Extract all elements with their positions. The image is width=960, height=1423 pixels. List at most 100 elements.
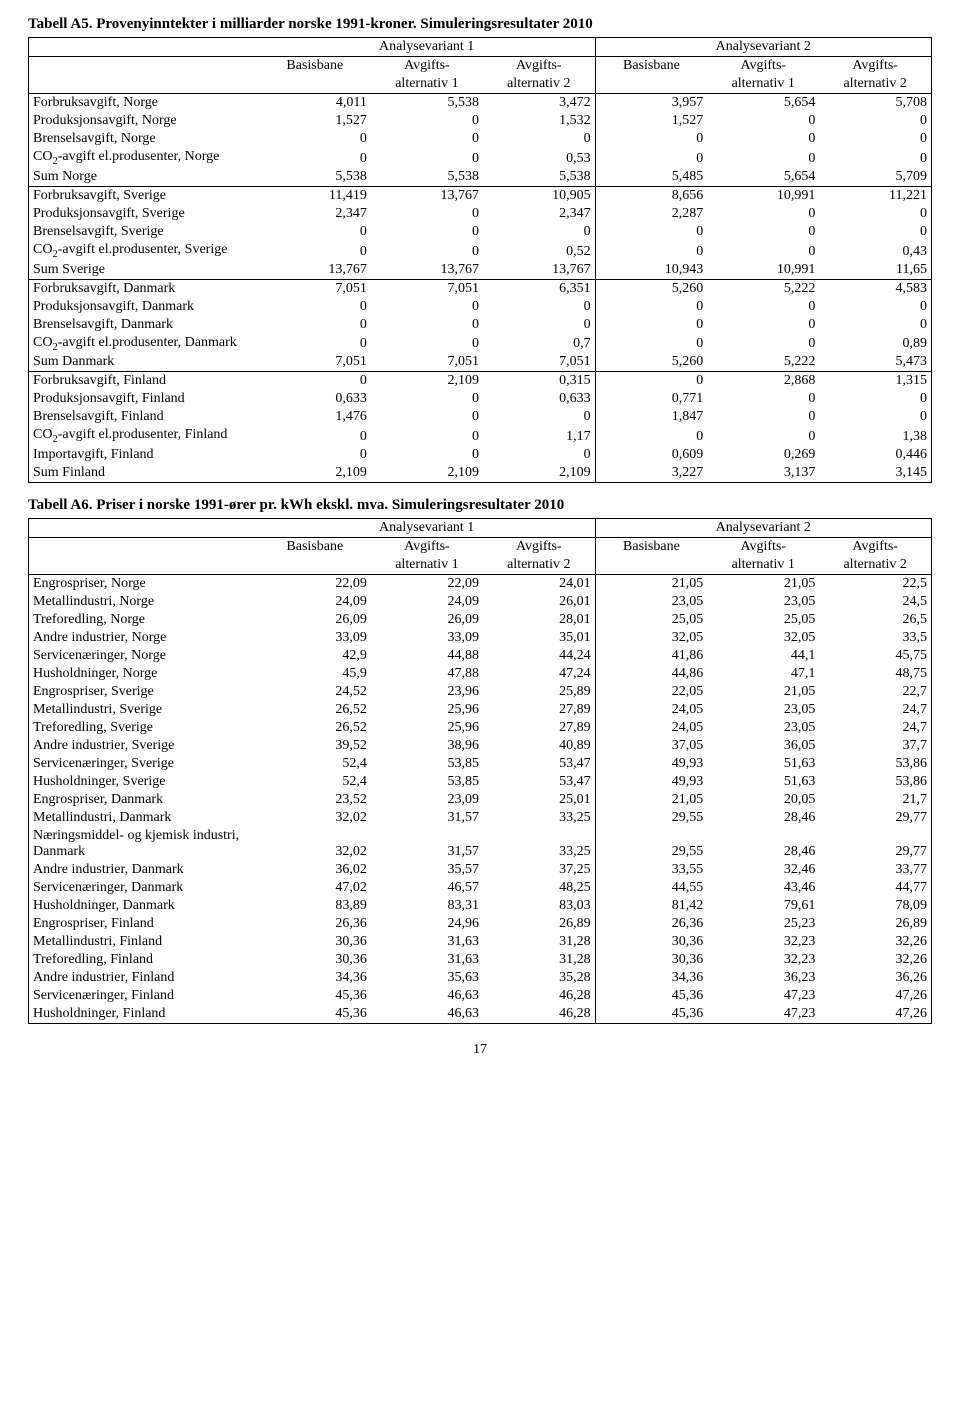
a6-sub-alt2: alternativ 2 bbox=[483, 556, 595, 575]
row-label: Brenselsavgift, Danmark bbox=[29, 316, 259, 334]
cell-value: 7,051 bbox=[259, 279, 371, 298]
cell-value: 32,02 bbox=[259, 809, 371, 827]
cell-value: 27,89 bbox=[483, 701, 595, 719]
cell-value: 44,77 bbox=[819, 879, 931, 897]
cell-value: 21,05 bbox=[595, 575, 707, 594]
cell-value: 0 bbox=[483, 408, 595, 426]
cell-value: 0 bbox=[595, 223, 707, 241]
table-row: Produksjonsavgift, Sverige2,34702,3472,2… bbox=[29, 205, 932, 223]
cell-value: 0 bbox=[259, 334, 371, 354]
cell-value: 3,472 bbox=[483, 94, 595, 113]
cell-value: 32,46 bbox=[707, 861, 819, 879]
cell-value: 24,05 bbox=[595, 719, 707, 737]
table-row: Forbruksavgift, Finland02,1090,31502,868… bbox=[29, 372, 932, 391]
cell-value: 45,36 bbox=[259, 1005, 371, 1024]
cell-value: 25,05 bbox=[595, 611, 707, 629]
cell-value: 51,63 bbox=[707, 755, 819, 773]
cell-value: 0 bbox=[259, 316, 371, 334]
cell-value: 81,42 bbox=[595, 897, 707, 915]
table-row: Metallindustri, Danmark32,0231,5733,2529… bbox=[29, 809, 932, 827]
cell-value: 0 bbox=[819, 223, 931, 241]
cell-value: 83,31 bbox=[371, 897, 483, 915]
cell-value: 47,23 bbox=[707, 987, 819, 1005]
cell-value: 31,28 bbox=[483, 951, 595, 969]
cell-value: 52,4 bbox=[259, 755, 371, 773]
cell-value: 0 bbox=[707, 130, 819, 148]
cell-value: 7,051 bbox=[259, 353, 371, 372]
cell-value: 5,709 bbox=[819, 168, 931, 187]
table-a6: Analysevariant 1 Analysevariant 2 Basisb… bbox=[28, 518, 932, 1024]
a5-sub-avgifts: Avgifts- bbox=[707, 57, 819, 76]
cell-value: 2,868 bbox=[707, 372, 819, 391]
cell-value: 10,991 bbox=[707, 261, 819, 280]
cell-value: 0 bbox=[371, 130, 483, 148]
cell-value: 42,9 bbox=[259, 647, 371, 665]
table-row: Sum Finland2,1092,1092,1093,2273,1373,14… bbox=[29, 464, 932, 483]
table-row: Andre industrier, Norge33,0933,0935,0132… bbox=[29, 629, 932, 647]
cell-value: 11,419 bbox=[259, 186, 371, 205]
row-label: Husholdninger, Finland bbox=[29, 1005, 259, 1024]
cell-value: 3,227 bbox=[595, 464, 707, 483]
cell-value: 0,633 bbox=[259, 390, 371, 408]
cell-value: 22,5 bbox=[819, 575, 931, 594]
cell-value: 24,09 bbox=[371, 593, 483, 611]
cell-value: 44,86 bbox=[595, 665, 707, 683]
cell-value: 51,63 bbox=[707, 773, 819, 791]
cell-value: 5,260 bbox=[595, 279, 707, 298]
cell-value: 32,23 bbox=[707, 933, 819, 951]
cell-value: 6,351 bbox=[483, 279, 595, 298]
cell-value: 44,1 bbox=[707, 647, 819, 665]
table-row: Engrospriser, Finland26,3624,9626,8926,3… bbox=[29, 915, 932, 933]
cell-value: 0 bbox=[371, 408, 483, 426]
a6-sub-avgifts: Avgifts- bbox=[371, 538, 483, 557]
cell-value: 30,36 bbox=[595, 951, 707, 969]
cell-value: 26,36 bbox=[595, 915, 707, 933]
cell-value: 24,52 bbox=[259, 683, 371, 701]
cell-value: 0 bbox=[483, 130, 595, 148]
a6-variant2-header: Analysevariant 2 bbox=[595, 519, 931, 538]
row-label: Treforedling, Finland bbox=[29, 951, 259, 969]
cell-value: 0 bbox=[259, 372, 371, 391]
cell-value: 7,051 bbox=[371, 353, 483, 372]
cell-value: 5,654 bbox=[707, 168, 819, 187]
cell-value: 46,63 bbox=[371, 987, 483, 1005]
cell-value: 28,01 bbox=[483, 611, 595, 629]
cell-value: 0 bbox=[707, 408, 819, 426]
row-label: Forbruksavgift, Danmark bbox=[29, 279, 259, 298]
table-row: Sum Norge5,5385,5385,5385,4855,6545,709 bbox=[29, 168, 932, 187]
cell-value: 0 bbox=[595, 334, 707, 354]
cell-value: 47,88 bbox=[371, 665, 483, 683]
cell-value: 32,02 bbox=[259, 827, 371, 861]
cell-value: 31,63 bbox=[371, 951, 483, 969]
cell-value: 28,46 bbox=[707, 827, 819, 861]
row-label: Importavgift, Finland bbox=[29, 446, 259, 464]
cell-value: 5,222 bbox=[707, 279, 819, 298]
cell-value: 53,47 bbox=[483, 773, 595, 791]
cell-value: 43,46 bbox=[707, 879, 819, 897]
a5-sub-basisbane: Basisbane bbox=[259, 57, 371, 76]
cell-value: 5,538 bbox=[259, 168, 371, 187]
a6-sub-basisbane: Basisbane bbox=[595, 538, 707, 557]
cell-value: 30,36 bbox=[259, 951, 371, 969]
cell-value: 26,09 bbox=[371, 611, 483, 629]
row-label: CO2-avgift el.produsenter, Finland bbox=[29, 426, 259, 446]
row-label: Forbruksavgift, Finland bbox=[29, 372, 259, 391]
table-row: Importavgift, Finland0000,6090,2690,446 bbox=[29, 446, 932, 464]
table-row: Forbruksavgift, Norge4,0115,5383,4723,95… bbox=[29, 94, 932, 113]
cell-value: 2,109 bbox=[371, 464, 483, 483]
cell-value: 0,609 bbox=[595, 446, 707, 464]
cell-value: 21,05 bbox=[707, 575, 819, 594]
table-row: CO2-avgift el.produsenter, Finland001,17… bbox=[29, 426, 932, 446]
cell-value: 0 bbox=[371, 112, 483, 130]
row-label: Produksjonsavgift, Norge bbox=[29, 112, 259, 130]
cell-value: 1,527 bbox=[595, 112, 707, 130]
cell-value: 0 bbox=[371, 223, 483, 241]
cell-value: 37,25 bbox=[483, 861, 595, 879]
cell-value: 53,47 bbox=[483, 755, 595, 773]
cell-value: 0 bbox=[707, 148, 819, 168]
table-a5-title: Tabell A5. Provenyinntekter i milliarder… bbox=[28, 16, 932, 33]
cell-value: 47,26 bbox=[819, 1005, 931, 1024]
row-label: Servicenæringer, Norge bbox=[29, 647, 259, 665]
table-row: Treforedling, Finland30,3631,6331,2830,3… bbox=[29, 951, 932, 969]
row-label: Engrospriser, Sverige bbox=[29, 683, 259, 701]
